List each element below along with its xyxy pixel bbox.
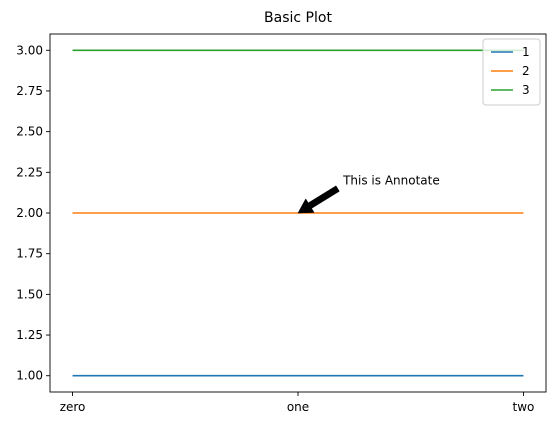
legend: 1 2 3 bbox=[482, 38, 541, 106]
legend-box bbox=[482, 38, 541, 106]
y-tick-label: 3.00 bbox=[16, 43, 43, 57]
x-tick-label: one bbox=[287, 400, 309, 414]
y-tick-label: 1.00 bbox=[16, 369, 43, 383]
x-tick-label: two bbox=[513, 400, 535, 414]
y-tick-label: 1.75 bbox=[16, 247, 43, 261]
legend-label: 3 bbox=[522, 83, 530, 97]
legend-label: 2 bbox=[522, 64, 530, 78]
annotation-arrow bbox=[297, 185, 340, 214]
y-tick-label: 1.25 bbox=[16, 328, 43, 342]
x-tick-label: zero bbox=[60, 400, 86, 414]
annotation-text: This is Annotate bbox=[342, 173, 440, 187]
y-tick-label: 2.50 bbox=[16, 125, 43, 139]
axes: zero one two 1.00 1.25 1.50 1.75 2.00 2.25 2.50 2.… bbox=[16, 33, 547, 414]
y-tick-label: 2.25 bbox=[16, 165, 43, 179]
annotation: This is Annotate bbox=[297, 173, 440, 214]
y-tick-label: 2.00 bbox=[16, 206, 43, 220]
y-tick-label: 2.75 bbox=[16, 84, 43, 98]
legend-label: 1 bbox=[522, 45, 530, 59]
chart-title: Basic Plot bbox=[264, 10, 332, 26]
y-tick-label: 1.50 bbox=[16, 287, 43, 301]
